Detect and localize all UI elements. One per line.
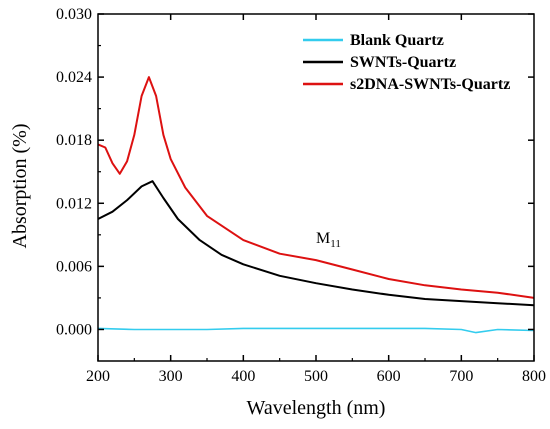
ticks: 200 300 400 500 600 700 800 0.000 0.006 0.012 0.01… xyxy=(56,6,546,385)
x-axis-title: Wavelength (nm) xyxy=(247,397,386,419)
x-tick-label-1: 300 xyxy=(159,368,183,385)
m11-annotation-main: M xyxy=(316,230,330,247)
x-tick-label-6: 800 xyxy=(522,368,546,385)
y-tick-label-0: 0.000 xyxy=(56,321,92,338)
y-tick-label-5: 0.030 xyxy=(56,6,92,23)
legend: Blank Quartz SWNTs-Quartz s2DNA-SWNTs-Quar… xyxy=(303,32,510,93)
legend-label-1: SWNTs-Quartz xyxy=(350,54,456,71)
y-tick-label-1: 0.006 xyxy=(56,258,92,275)
x-tick-label-2: 400 xyxy=(231,368,255,385)
y-tick-label-3: 0.018 xyxy=(56,132,92,149)
x-tick-label-5: 700 xyxy=(449,368,473,385)
legend-label-2: s2DNA-SWNTs-Quartz xyxy=(350,76,510,93)
m11-annotation: M11 xyxy=(316,230,341,250)
m11-annotation-subscript: 11 xyxy=(330,238,341,250)
y-tick-label-2: 0.012 xyxy=(56,195,92,212)
plot-area xyxy=(97,76,535,334)
series-line-0 xyxy=(97,327,535,334)
legend-label-0: Blank Quartz xyxy=(350,32,444,49)
series-line-2 xyxy=(97,76,535,299)
x-tick-label-0: 200 xyxy=(86,368,110,385)
series-line-1 xyxy=(97,180,535,307)
x-tick-label-3: 500 xyxy=(304,368,328,385)
y-axis-title: Absorption (%) xyxy=(9,124,31,249)
y-tick-label-4: 0.024 xyxy=(56,69,92,86)
x-tick-label-4: 600 xyxy=(377,368,401,385)
